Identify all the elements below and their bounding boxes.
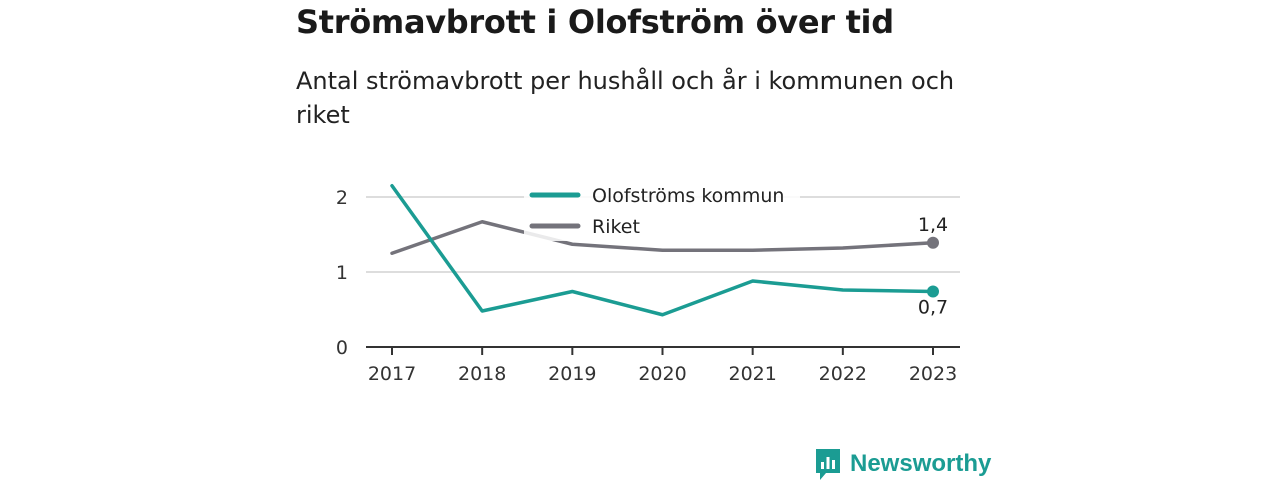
- line-chart: Olofströms kommun Riket 0 1 2 2017 2018 2019 20…: [0, 0, 1280, 440]
- end-value-label: 1,4: [918, 214, 948, 236]
- x-tick-label: 2022: [819, 363, 867, 385]
- x-tick-label: 2017: [368, 363, 416, 385]
- end-value-label: 0,7: [918, 297, 948, 319]
- end-marker-riket: [927, 237, 939, 249]
- x-tick-label: 2023: [909, 363, 957, 385]
- legend-label: Olofströms kommun: [592, 185, 784, 207]
- legend-label: Riket: [592, 216, 640, 238]
- brand-name: Newsworthy: [850, 450, 991, 478]
- x-tick-label: 2020: [638, 363, 686, 385]
- brand-logo: Newsworthy: [814, 446, 991, 482]
- value-labels: 0,7 1,4: [918, 214, 948, 319]
- x-tick-label: 2018: [458, 363, 506, 385]
- x-tick-label: 2019: [548, 363, 596, 385]
- y-tick-label: 0: [336, 337, 348, 359]
- legend: Olofströms kommun Riket: [524, 177, 800, 241]
- y-tick-label: 1: [336, 262, 348, 284]
- y-tick-label: 2: [336, 187, 348, 209]
- newsworthy-logo-icon: [814, 447, 842, 481]
- x-tick-label: 2021: [728, 363, 776, 385]
